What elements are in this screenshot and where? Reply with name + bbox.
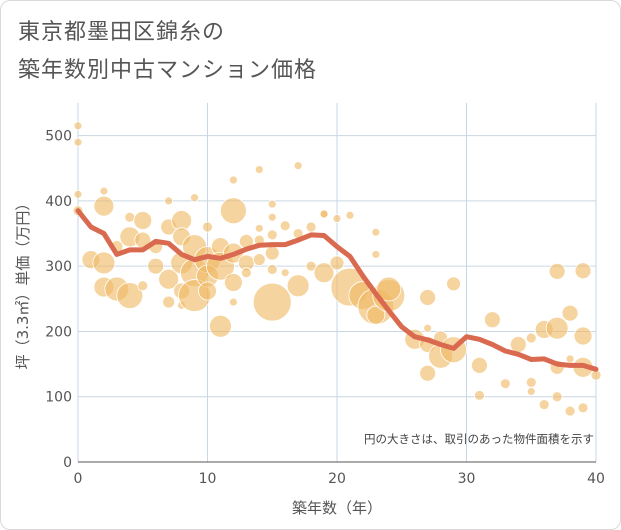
x-tick-label: 30 [458, 471, 476, 487]
bubble-point [267, 212, 277, 222]
bubble-point [371, 250, 381, 259]
bubble-point [264, 245, 280, 261]
bubble-point [228, 175, 238, 185]
bubble-point [223, 273, 243, 292]
bubble-point [99, 186, 109, 196]
bubble-point [202, 221, 213, 233]
bubble-point [190, 193, 199, 203]
x-tick-label: 10 [199, 471, 217, 487]
bubble-point [209, 314, 232, 338]
y-tick-label: 0 [63, 455, 72, 471]
y-tick-label: 400 [45, 194, 72, 210]
bubble-point [164, 196, 174, 206]
bubble-point [332, 214, 342, 223]
bubble-point [419, 364, 437, 382]
bubble-point [133, 211, 153, 230]
bubble-point [266, 229, 278, 241]
bubble-point [73, 189, 83, 199]
bubble-point [92, 251, 116, 275]
bubble-point [73, 121, 83, 131]
bubble-point [254, 165, 264, 174]
bubble-point [577, 402, 589, 414]
bubble-point [573, 326, 593, 346]
bubble-point [548, 263, 566, 280]
bubble-point [499, 378, 511, 390]
bubble-point [254, 223, 264, 233]
trend-line [75, 208, 599, 372]
bubble-point [446, 276, 461, 292]
bubble-point [279, 220, 291, 232]
bubble-point [551, 391, 563, 403]
bubble-point [376, 276, 402, 302]
bubble-point [345, 210, 355, 220]
bubble-point [305, 221, 317, 233]
bubble-point [483, 311, 501, 329]
bubble-point [162, 295, 176, 309]
bubble-point [471, 356, 488, 374]
bubble-point [198, 281, 217, 301]
bubble-point [147, 257, 165, 275]
size-note: 円の大きさは、取引のあった物件面積を示す [364, 432, 594, 446]
bubble-point [474, 390, 485, 401]
bubble-point [313, 262, 335, 284]
chart-title-line2: 築年数別中古マンション価格 [18, 58, 318, 83]
bubble-point [158, 268, 180, 290]
x-tick-label: 0 [74, 471, 83, 487]
bubble-point [545, 316, 569, 340]
bubble-point [116, 282, 144, 309]
y-axis-label: 坪（3.3㎡）単価（万円） [14, 196, 32, 370]
bubble-point [509, 336, 527, 353]
bubble-point [73, 137, 83, 147]
y-tick-label: 500 [45, 129, 72, 145]
bubble-point [538, 399, 550, 410]
bubble-point [371, 227, 381, 237]
bubble-point [561, 304, 579, 322]
bubble-point [329, 255, 345, 271]
bubble-point [93, 195, 115, 217]
bubble-point [525, 332, 537, 344]
bubble-point [252, 282, 292, 322]
bubble-point [137, 280, 149, 292]
y-tick-label: 100 [45, 390, 72, 406]
bubble-point [219, 197, 247, 225]
bubble-point [293, 161, 303, 171]
bubble-point [266, 264, 278, 275]
bubble-point [252, 253, 266, 267]
bubble-point [423, 323, 433, 333]
x-axis-label: 築年数（年） [292, 499, 382, 517]
bubble-point [525, 376, 537, 388]
bubble-point [124, 211, 136, 223]
bubble-point [280, 268, 290, 278]
bubble-point [286, 274, 310, 298]
bubble-point [366, 305, 386, 325]
bubble-point [419, 289, 437, 306]
x-tick-label: 20 [328, 471, 346, 487]
bubble-point [319, 209, 329, 219]
bubble-point [564, 405, 576, 417]
y-tick-label: 200 [45, 324, 72, 340]
bubble-point [574, 262, 592, 280]
bubble-point [565, 354, 575, 364]
x-tick-label: 40 [587, 471, 605, 487]
bubble-point [267, 199, 277, 209]
chart-title-line1: 東京都墨田区錦糸の [18, 20, 226, 45]
y-tick-label: 300 [45, 259, 72, 275]
bubble-point [240, 267, 252, 279]
bubble-point [228, 297, 238, 307]
bubble-point [526, 387, 536, 396]
